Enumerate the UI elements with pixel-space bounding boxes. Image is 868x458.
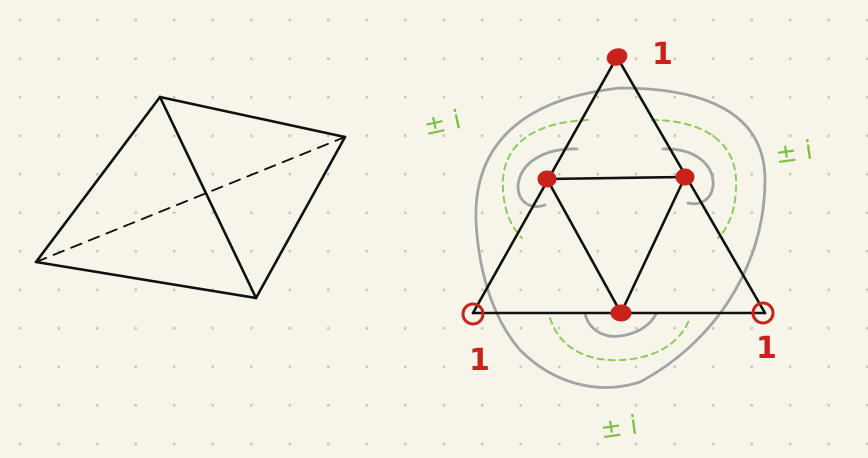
green-dashed-curves: [501, 119, 738, 362]
vertex-top-dot: [606, 48, 628, 66]
green-dashed-top-left: [501, 119, 589, 239]
green-dashed-top-right: [651, 119, 738, 239]
gray-outer-loop: [474, 86, 767, 389]
vertex-mid-right-dot: [675, 168, 695, 186]
tetrahedron: [34, 95, 347, 300]
tetra-hidden-edge: [35, 136, 346, 263]
triangle-edge-right: [615, 55, 767, 315]
vertex-mid-left-dot: [537, 170, 557, 188]
label-region-top-left: ± i: [421, 105, 464, 142]
midpoint-edge-top: [545, 175, 687, 181]
label-region-bottom: ± i: [598, 410, 639, 445]
tetra-edge-right-bottom: [254, 135, 347, 300]
tetra-edge-left-top: [34, 95, 162, 264]
tetra-edge-top-right: [158, 95, 347, 139]
label-bottom-left-vertex: 1: [469, 343, 490, 378]
vertex-bottom-left-circle: [461, 302, 485, 326]
midpoint-edge-left: [545, 177, 623, 315]
gray-inner-bottom: [583, 312, 658, 338]
vertex-bottom-right-circle: [751, 301, 775, 325]
gray-inner-top-right: [661, 147, 715, 206]
tetra-edge-left-bottom: [34, 260, 258, 300]
red-vertex-marks: [461, 48, 775, 326]
label-bottom-right-vertex: 1: [756, 331, 777, 366]
green-dashed-bottom: [549, 317, 691, 362]
vertex-mid-bottom-dot: [610, 304, 632, 322]
tetra-edge-top-bottom: [158, 95, 258, 300]
midpoint-edge-right: [619, 175, 687, 315]
label-region-top-right: ± i: [773, 135, 814, 170]
label-top-vertex: 1: [652, 37, 673, 72]
